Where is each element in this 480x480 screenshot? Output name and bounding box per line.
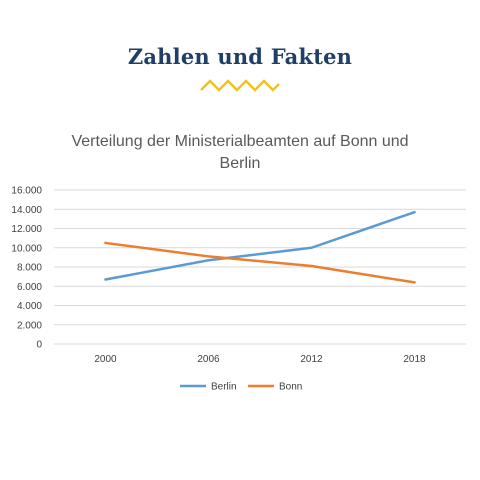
legend-label-bonn: Bonn xyxy=(279,382,302,393)
legend: Berlin Bonn xyxy=(180,382,302,393)
legend-label-berlin: Berlin xyxy=(211,382,237,393)
y-tick-label: 6.000 xyxy=(17,282,42,293)
series-line-bonn xyxy=(104,241,416,284)
data-point-bonn xyxy=(104,241,107,245)
x-tick-label: 2006 xyxy=(197,354,220,365)
y-tick-label: 0 xyxy=(36,340,42,351)
series-line-berlin xyxy=(104,210,416,281)
gridlines xyxy=(54,189,466,345)
y-tick-label: 12.000 xyxy=(11,224,42,235)
page-heading: Zahlen und Fakten xyxy=(127,44,353,69)
y-tick-label: 2.000 xyxy=(17,320,42,331)
chart-title-line-1: Verteilung der Ministerialbeamten auf Bo… xyxy=(71,133,408,150)
y-tick-label: 10.000 xyxy=(11,243,42,254)
x-axis-labels: 2000 2006 2012 2018 xyxy=(94,354,426,365)
data-point-berlin xyxy=(104,278,107,281)
x-tick-label: 2012 xyxy=(300,354,323,365)
data-point-berlin xyxy=(413,210,416,214)
data-point-bonn xyxy=(413,281,416,284)
zigzag-divider-icon xyxy=(200,79,280,92)
y-tick-label: 14.000 xyxy=(11,205,42,216)
data-point-berlin xyxy=(310,246,313,249)
y-axis-labels: 0 2.000 4.000 6.000 8.000 10.000 12.000 14.000 1… xyxy=(11,186,42,351)
chart-title-line-2: Berlin xyxy=(220,155,261,172)
zigzag-line xyxy=(200,79,280,92)
data-point-berlin xyxy=(207,259,210,262)
series-lines xyxy=(104,210,416,284)
data-point-bonn xyxy=(310,264,313,268)
y-tick-label: 4.000 xyxy=(17,301,42,312)
x-tick-label: 2018 xyxy=(403,354,426,365)
y-tick-label: 16.000 xyxy=(11,186,42,197)
x-tick-label: 2000 xyxy=(94,354,117,365)
data-point-bonn xyxy=(207,255,210,258)
y-tick-label: 8.000 xyxy=(17,263,42,274)
